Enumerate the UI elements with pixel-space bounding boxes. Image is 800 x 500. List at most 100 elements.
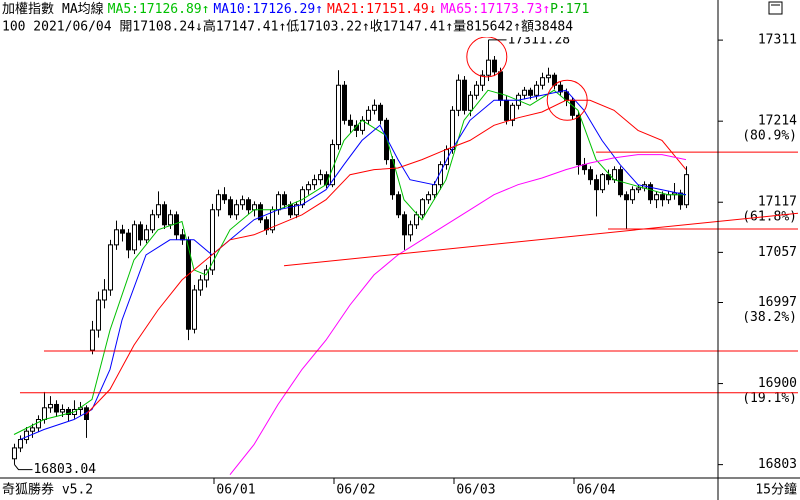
- candle-body: [293, 204, 299, 216]
- header-line: 加權指數 MA均線 MA5:17126.89↑ MA10:17126.29↑ MA21:…: [2, 1, 589, 17]
- fib-label: (19.1%): [742, 391, 797, 406]
- y-tick-label: 16997: [758, 295, 797, 310]
- candle-body: [227, 199, 233, 216]
- footer-right: 15分鐘: [755, 482, 797, 498]
- candle-body: [594, 179, 600, 191]
- candle-body: [275, 194, 281, 211]
- legend-arrow: ↑: [315, 2, 323, 17]
- candle-body: [378, 104, 384, 121]
- header-extra: P:171: [550, 2, 589, 17]
- candle-body: [17, 439, 23, 449]
- legend-entry: MA65:17173.73: [441, 2, 543, 17]
- legend-entry: MA10:17126.29: [213, 2, 315, 17]
- candle-body: [305, 184, 311, 191]
- candle-body: [41, 407, 47, 421]
- x-tick-label: 06/02: [336, 483, 375, 498]
- legend-entry: MA5:17126.89: [108, 2, 202, 17]
- annotation: 16803.04: [33, 462, 96, 477]
- header-sub: MA均線: [62, 1, 104, 17]
- highlight-circle: [546, 79, 588, 121]
- candle-body: [546, 74, 552, 79]
- candle-body: [384, 119, 390, 161]
- window-icon[interactable]: [768, 1, 783, 15]
- candle-body: [636, 187, 642, 191]
- candle-body: [131, 224, 137, 251]
- candle-body: [654, 194, 660, 201]
- candle-body: [606, 174, 612, 181]
- candle-body: [11, 447, 17, 460]
- candle-body: [498, 71, 504, 101]
- candle-body: [630, 189, 636, 201]
- candle-body: [660, 194, 666, 201]
- candle-body: [414, 214, 420, 226]
- header-title: 加權指數: [2, 2, 54, 17]
- candle-body: [347, 119, 353, 126]
- y-tick-label: 16803: [758, 457, 797, 472]
- candle-body: [474, 84, 480, 96]
- candle-body: [432, 184, 438, 196]
- candle-body: [396, 194, 402, 216]
- candle-body: [528, 89, 534, 96]
- candle-body: [426, 194, 432, 201]
- candle-body: [215, 194, 221, 211]
- ma-line: [229, 154, 687, 476]
- legend-arrow: ↑: [202, 2, 210, 17]
- candle-body: [281, 194, 287, 206]
- legend-arrow: ↑: [542, 2, 550, 17]
- candle-body: [666, 194, 672, 201]
- candle-body: [438, 164, 444, 186]
- candle-body: [335, 84, 341, 146]
- candle-body: [149, 214, 155, 231]
- header-bg: [0, 0, 718, 37]
- ma-line: [85, 99, 687, 415]
- candle-body: [540, 77, 546, 86]
- y-tick-label: 17057: [758, 245, 797, 260]
- candle-body: [456, 79, 462, 111]
- candle-body: [89, 329, 95, 351]
- candle-body: [155, 204, 161, 216]
- x-tick-label: 06/01: [216, 483, 255, 498]
- candle-body: [191, 289, 197, 330]
- candle-body: [510, 104, 516, 121]
- x-tick-label: 06/03: [456, 483, 495, 498]
- candle-body: [534, 84, 540, 96]
- trend-line: [283, 212, 799, 267]
- legend-arrow: ↓: [429, 2, 437, 17]
- candle-body: [221, 194, 227, 201]
- candle-body: [684, 174, 690, 206]
- candle-body: [317, 174, 323, 181]
- candle-body: [576, 114, 582, 166]
- candle-body: [35, 419, 41, 429]
- candle-body: [504, 99, 510, 121]
- candle-body: [450, 109, 456, 151]
- candle-body: [59, 408, 65, 413]
- candle-body: [353, 124, 359, 131]
- candle-body: [233, 204, 239, 216]
- candle-body: [408, 224, 414, 236]
- candle-body: [119, 229, 125, 234]
- candle-body: [570, 99, 576, 116]
- candle-body: [95, 299, 101, 331]
- y-tick-label: 17117: [758, 195, 797, 210]
- candle-body: [47, 403, 53, 409]
- y-tick-label: 16900: [758, 376, 797, 391]
- candle-body: [161, 204, 167, 226]
- fib-label: (80.9%): [742, 129, 797, 144]
- candle-body: [468, 94, 474, 111]
- y-tick-label: 17311: [758, 33, 797, 48]
- candle-body: [600, 174, 606, 191]
- footer-left: 奇狐勝券 v5.2: [2, 482, 93, 498]
- candle-body: [137, 224, 143, 241]
- candle-body: [420, 199, 426, 216]
- candle-body: [245, 199, 251, 211]
- candle-body: [341, 84, 347, 121]
- candle-body: [588, 169, 594, 181]
- candle-body: [678, 192, 684, 206]
- annotation-leader: [14, 464, 33, 471]
- fib-label: (38.2%): [742, 310, 797, 325]
- candle-body: [65, 408, 71, 415]
- candle-body: [143, 229, 149, 241]
- legend-entry: MA21:17151.49: [327, 2, 429, 17]
- x-tick-label: 06/04: [576, 483, 615, 498]
